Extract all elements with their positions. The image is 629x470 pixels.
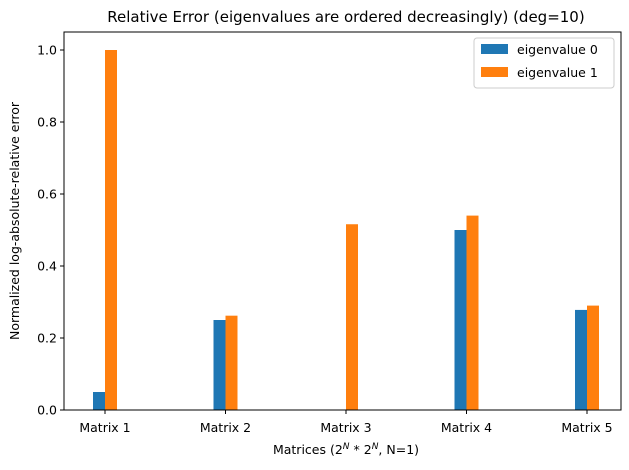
- y-axis-label: Normalized log-absolute-relative error: [7, 101, 22, 340]
- y-tick-label: 0.4: [37, 259, 57, 274]
- bar-series1-cat1: [225, 315, 238, 410]
- bar-series0-cat0: [93, 392, 105, 410]
- x-tick-label: Matrix 5: [561, 420, 612, 435]
- bar-series1-cat3: [466, 215, 479, 410]
- bar-series1-cat2: [346, 224, 358, 410]
- bars-layer: [93, 50, 599, 410]
- y-tick-label: 0.2: [37, 331, 57, 346]
- legend-label-eigenvalue-0: eigenvalue 0: [517, 42, 598, 57]
- x-axis-label: Matrices (2N * 2N, N=1): [273, 442, 419, 457]
- legend-swatch-eigenvalue-0: [481, 44, 508, 54]
- legend-swatch-eigenvalue-1: [481, 67, 508, 77]
- y-tick-label: 1.0: [37, 43, 57, 58]
- bar-series0-cat4: [575, 309, 587, 410]
- plot-frame: [63, 31, 622, 411]
- x-tick-label: Matrix 4: [441, 420, 492, 435]
- bar-series1-cat0: [105, 50, 117, 410]
- legend: eigenvalue 0 eigenvalue 1: [473, 37, 615, 89]
- x-axis-ticks: Matrix 1 Matrix 2 Matrix 3 Matrix 4 Matrix 5: [79, 410, 613, 435]
- legend-label-eigenvalue-1: eigenvalue 1: [517, 65, 598, 80]
- x-tick-label: Matrix 2: [200, 420, 251, 435]
- legend-box: [473, 37, 615, 89]
- y-axis-ticks: 0.0 0.2 0.4 0.6 0.8 1.0: [37, 43, 64, 418]
- y-tick-label: 0.0: [37, 403, 57, 418]
- y-tick-label: 0.6: [37, 187, 57, 202]
- y-tick-label: 0.8: [37, 115, 57, 130]
- bar-series0-cat3: [454, 230, 467, 410]
- bar-series0-cat1: [213, 320, 226, 410]
- chart-title: Relative Error (eigenvalues are ordered …: [107, 8, 584, 26]
- x-tick-label: Matrix 3: [320, 420, 371, 435]
- x-tick-label: Matrix 1: [79, 420, 130, 435]
- bar-series1-cat4: [587, 305, 599, 410]
